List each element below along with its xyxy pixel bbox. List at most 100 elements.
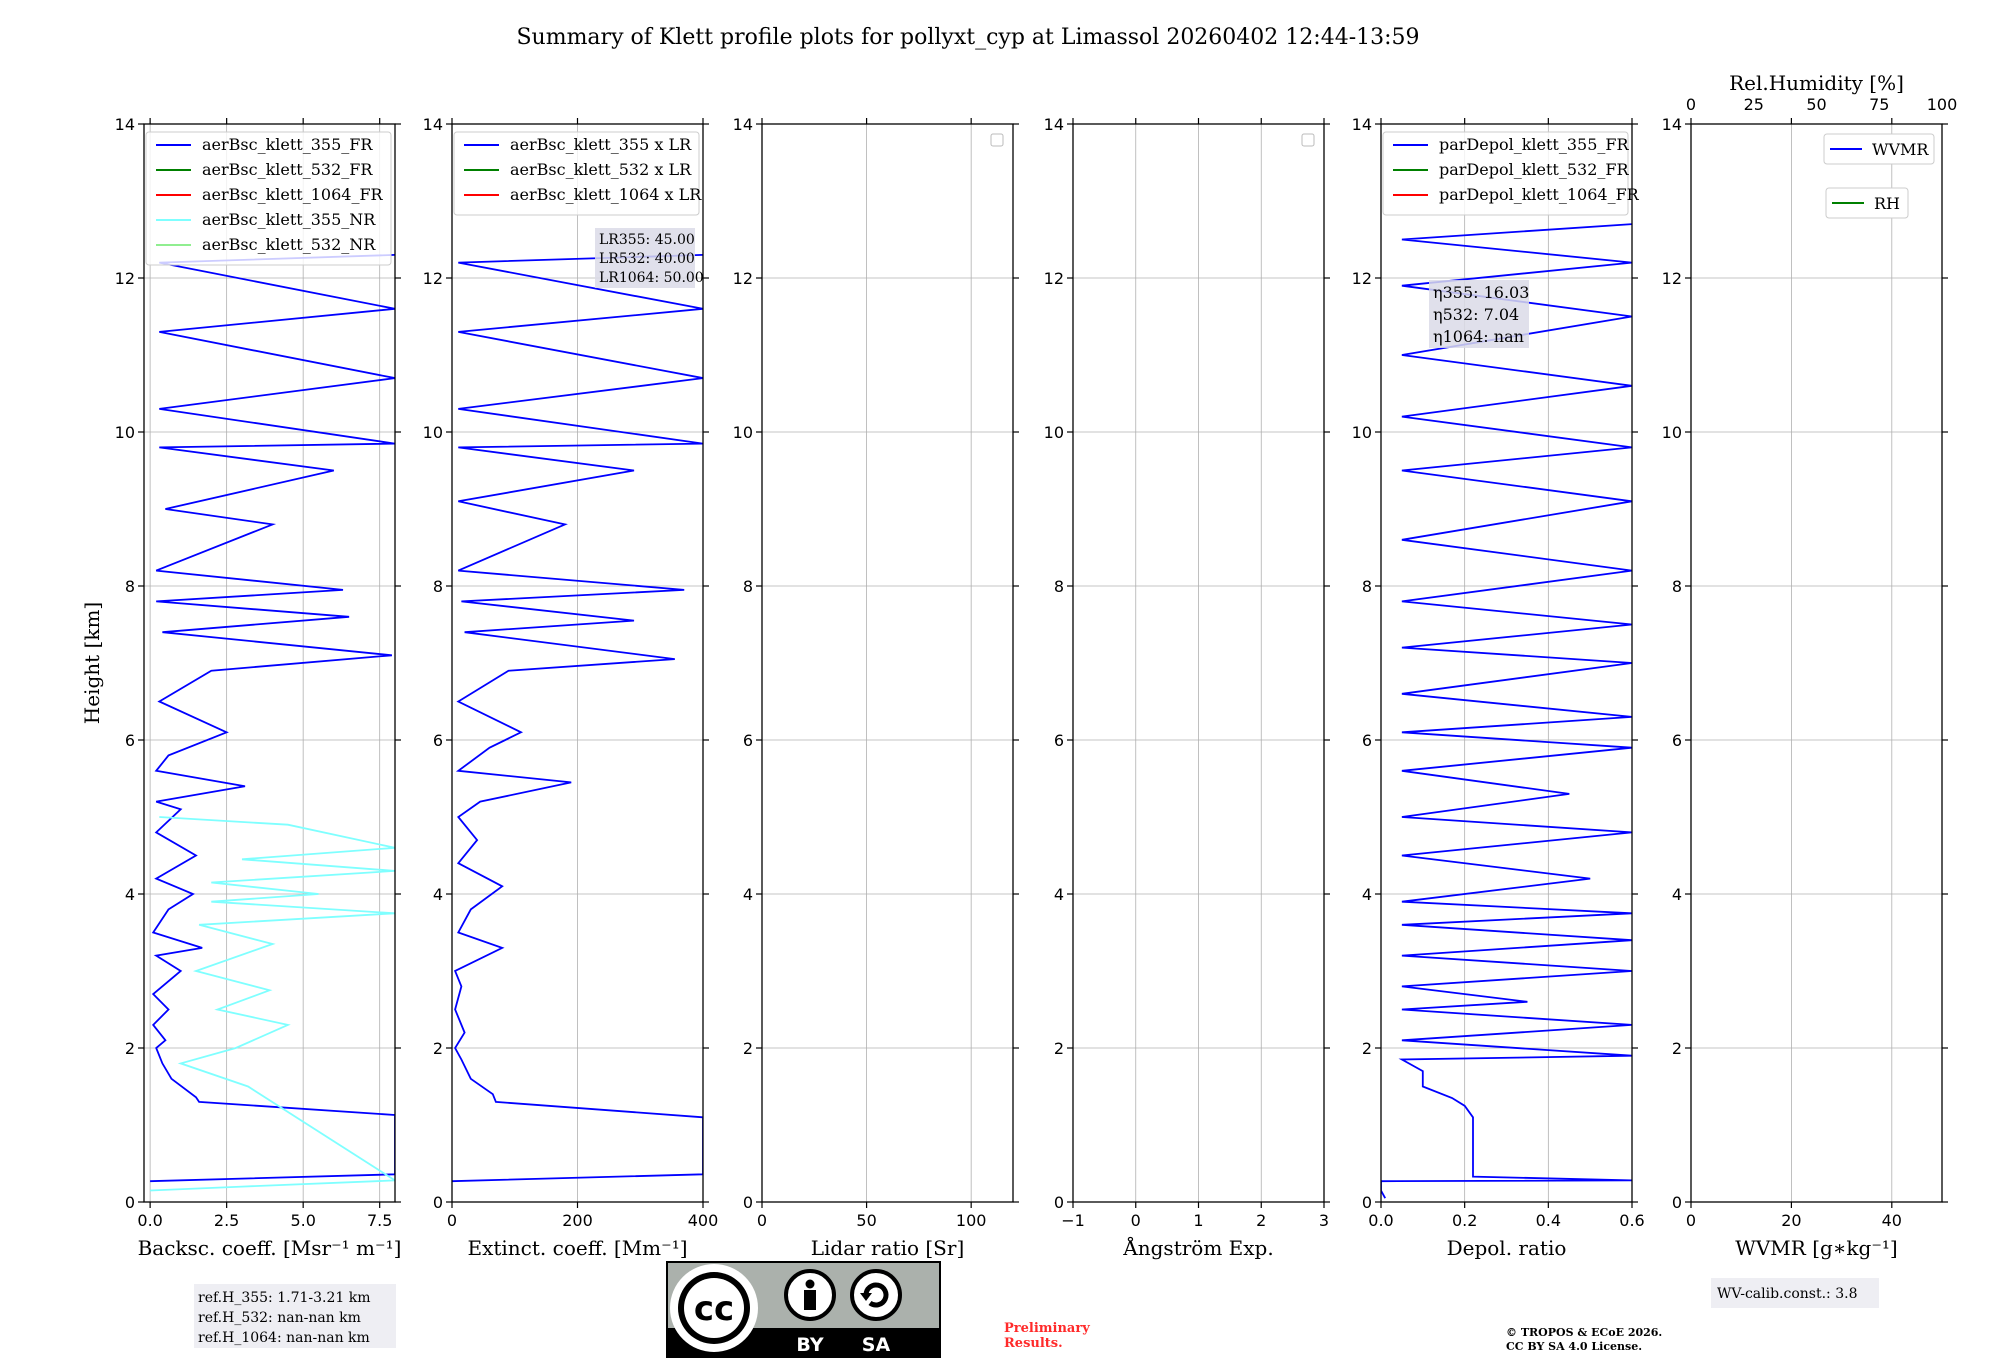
wv-calib-box (1711, 1278, 1879, 1308)
axes-depol: 0.0 0.2 0.4 0.6 0 2 4 6 8 10 12 14 Depol. ratio parDe… (1352, 115, 1645, 1260)
x-tick-label: 0 (447, 1211, 457, 1230)
legend-label: WVMR (1872, 140, 1929, 159)
wv-calib-text: WV-calib.const.: 3.8 (1717, 1286, 1857, 1302)
series-line-aerBsc_klett_355_FR (150, 254, 395, 1183)
x-axis-label: Depol. ratio (1447, 1236, 1567, 1260)
y-tick-label: 4 (433, 885, 443, 904)
y-tick-label: 12 (115, 269, 135, 288)
eta-text: η1064: nan (1433, 327, 1524, 346)
top-tick-label: 75 (1869, 95, 1889, 114)
y-tick-label: 4 (1362, 885, 1372, 904)
y-tick-label: 4 (1054, 885, 1064, 904)
y-tick-label: 8 (743, 577, 753, 596)
y-tick-label: 14 (1044, 115, 1064, 134)
y-tick-label: 14 (1662, 115, 1682, 134)
axes-backscatter: 0.0 2.5 5.0 7.5 0 2 4 6 8 10 12 14 Backsc. coeff. [M… (80, 115, 401, 1348)
preliminary-line-2: Results. (1004, 1336, 1063, 1351)
axes-frame (1380, 123, 1633, 1203)
ref-height-text: ref.H_355: 1.71-3.21 km (198, 1290, 371, 1306)
eta-box (1429, 280, 1529, 348)
legend-label: aerBsc_klett_355_FR (202, 135, 373, 154)
series-line-aerBsc_klett_355 x LR (452, 254, 703, 1183)
sa-arrowhead (860, 1293, 872, 1301)
top-tick-label: 50 (1806, 95, 1826, 114)
y-tick-label: 10 (1662, 423, 1682, 442)
x-tick-label: 2 (1256, 1211, 1266, 1230)
ref-height-text: ref.H_1064: nan-nan km (198, 1330, 370, 1346)
y-tick-label: 6 (1054, 731, 1064, 750)
top-tick-label: 100 (1927, 95, 1958, 114)
y-tick-label: 10 (1044, 423, 1064, 442)
cc-inner-circle (684, 1278, 744, 1338)
x-tick-label: 2.5 (214, 1211, 239, 1230)
axes-wvmr: 0 20 40 0 2 4 6 8 10 12 14 WVMR [g∗kg⁻¹] 0 25 50 75 100 R… (1662, 71, 1958, 1308)
legend-label: aerBsc_klett_532 x LR (510, 160, 692, 179)
legend-box (1382, 131, 1629, 216)
x-tick-label: 0.2 (1452, 1211, 1477, 1230)
y-tick-label: 8 (433, 577, 443, 596)
x-tick-label: 50 (856, 1211, 876, 1230)
figure-title: Summary of Klett profile plots for polly… (516, 25, 1419, 50)
series-line-parDepol_klett_355_FR (1381, 223, 1632, 1199)
y-tick-label: 12 (1662, 269, 1682, 288)
eta-text: η355: 16.03 (1433, 283, 1529, 302)
x-tick-label: 40 (1882, 1211, 1902, 1230)
x-tick-label: 0 (1686, 1211, 1696, 1230)
y-tick-label: 8 (1054, 577, 1064, 596)
legend-label: aerBsc_klett_532_NR (202, 235, 376, 254)
legend-label: aerBsc_klett_1064_FR (202, 185, 384, 204)
legend-label: aerBsc_klett_532_FR (202, 160, 373, 179)
y-tick-label: 8 (1362, 577, 1372, 596)
y-tick-label: 14 (1352, 115, 1372, 134)
axes-extinction: 0 200 400 0 2 4 6 8 10 12 14 Extinct. coeff. [Mm⁻¹]… (423, 115, 719, 1260)
legend-label: aerBsc_klett_355 x LR (510, 135, 692, 154)
x-axis-label: Extinct. coeff. [Mm⁻¹] (467, 1236, 687, 1260)
x-axis-label: Lidar ratio [Sr] (811, 1236, 965, 1260)
y-tick-label: 8 (125, 577, 135, 596)
x-tick-label: 0.0 (1368, 1211, 1393, 1230)
preliminary-line-1: Preliminary (1004, 1321, 1090, 1336)
legend-box (1823, 133, 1935, 165)
y-tick-label: 2 (433, 1039, 443, 1058)
x-axis-label: WVMR [g∗kg⁻¹] (1735, 1236, 1897, 1260)
y-tick-label: 12 (423, 269, 443, 288)
y-tick-label: 14 (733, 115, 753, 134)
y-tick-label: 4 (125, 885, 135, 904)
sa-label: SA (862, 1334, 891, 1356)
y-tick-label: 10 (115, 423, 135, 442)
y-tick-label: 10 (733, 423, 753, 442)
y-tick-label: 6 (125, 731, 135, 750)
top-tick-label: 0 (1686, 95, 1696, 114)
y-tick-label: 6 (1672, 731, 1682, 750)
x-tick-label: 400 (688, 1211, 719, 1230)
lidar-ratio-text: LR532: 40.00 (599, 251, 695, 267)
legend-box (1825, 187, 1909, 219)
axes-frame (1690, 123, 1943, 1203)
top-axis-label: Rel.Humidity [%] (1729, 71, 1904, 95)
sa-arrow-path (863, 1282, 889, 1308)
x-tick-label: −1 (1061, 1211, 1085, 1230)
y-tick-label: 4 (743, 885, 753, 904)
ref-height-box (194, 1284, 396, 1348)
legend-label: RH (1874, 194, 1900, 213)
legend-label: aerBsc_klett_355_NR (202, 210, 376, 229)
y-tick-label: 2 (743, 1039, 753, 1058)
x-tick-label: 200 (562, 1211, 593, 1230)
y-tick-label: 0 (125, 1193, 135, 1212)
y-tick-label: 2 (1672, 1039, 1682, 1058)
legend-box (145, 131, 392, 266)
ref-height-text: ref.H_532: nan-nan km (198, 1310, 361, 1326)
cc-text: cc (694, 1289, 734, 1329)
y-tick-label: 0 (743, 1193, 753, 1212)
y-tick-label: 6 (1362, 731, 1372, 750)
y-tick-label: 14 (115, 115, 135, 134)
x-axis-label: Backsc. coeff. [Msr⁻¹ m⁻¹] (138, 1236, 402, 1260)
y-tick-label: 12 (733, 269, 753, 288)
legend-label: parDepol_klett_1064_FR (1439, 185, 1640, 204)
y-tick-label: 0 (433, 1193, 443, 1212)
x-tick-label: 0.4 (1536, 1211, 1561, 1230)
lidar-ratio-box (595, 228, 695, 288)
x-tick-label: 0 (757, 1211, 767, 1230)
x-tick-label: 20 (1781, 1211, 1801, 1230)
